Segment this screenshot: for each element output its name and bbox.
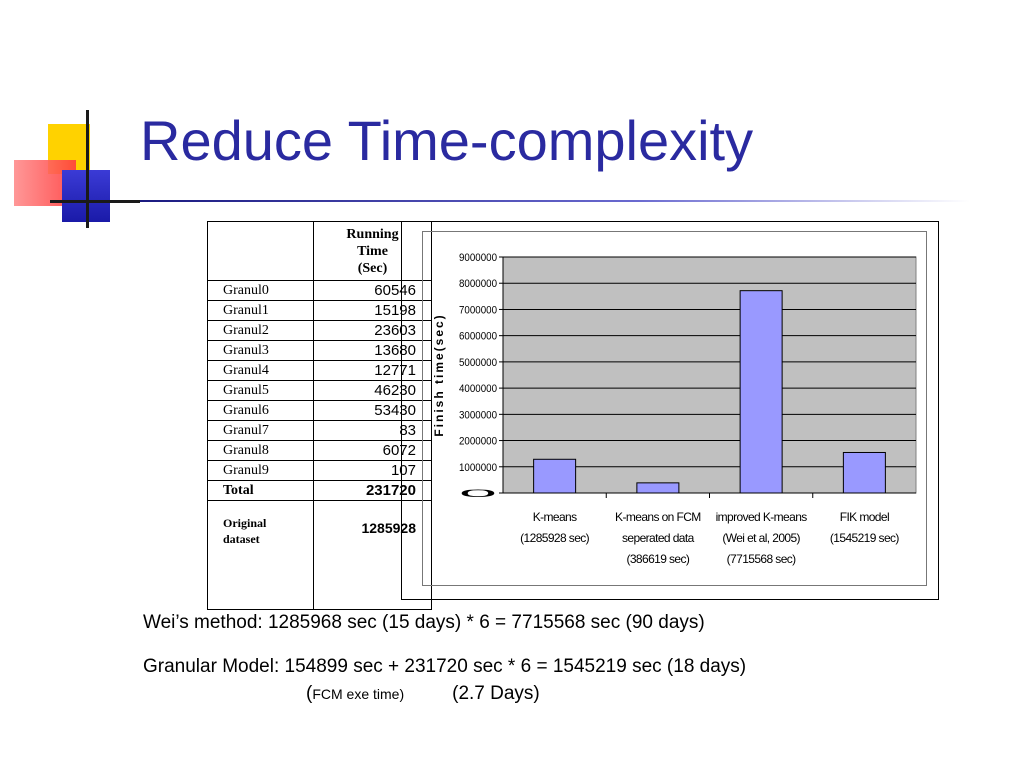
running-time-table: Running Time (Sec) Granul0 60546 Granul1 1… [207, 221, 432, 610]
x-category-label: K-means on FCM [615, 510, 701, 524]
x-category-label: K-means [533, 510, 577, 524]
table-row: Granul2 23603 [207, 320, 432, 341]
original-dataset-label: Original dataset [207, 500, 314, 610]
granule-name: Granul0 [207, 280, 314, 301]
x-category-label: (Wei et al, 2005) [722, 531, 800, 545]
fcm-exe-time-text: (FCM exe time) (2.7 Days) [306, 683, 540, 705]
title-underline [140, 200, 970, 202]
x-category-label: (1285928 sec) [520, 531, 590, 545]
granule-name: Granul3 [207, 340, 314, 361]
table-row: Granul8 6072 [207, 440, 432, 461]
y-tick-label: 9000000 [459, 252, 497, 264]
table-row: Granul4 12771 [207, 360, 432, 381]
table-row: Granul7 83 [207, 420, 432, 441]
granule-name: Granul2 [207, 320, 314, 341]
y-tick-label: 7000000 [459, 304, 497, 316]
x-category-label: (7715568 sec) [727, 552, 797, 566]
fcm-exe-time-label: FCM exe time) [312, 686, 405, 702]
granule-name: Granul9 [207, 460, 314, 481]
bar [739, 290, 783, 494]
granule-time: 53430 [313, 400, 432, 421]
header-line-3: (Sec) [357, 260, 388, 276]
original-label-line-2: dataset [223, 532, 260, 546]
days-text: (2.7 Days) [452, 683, 540, 704]
table-original-row: Original dataset 1285928 [207, 500, 432, 610]
table-row: Granul5 46230 [207, 380, 432, 401]
table-header-running-time: Running Time (Sec) [313, 221, 432, 281]
y-tick-label: 1000000 [459, 462, 497, 474]
finish-time-bar-chart: 0 1000000 2000000 3000000 4000000 5000000 6000… [432, 252, 917, 566]
table-row: Granul6 53430 [207, 400, 432, 421]
logo-vertical-line [86, 110, 89, 228]
slide-logo [0, 0, 140, 240]
granule-name: Granul1 [207, 300, 314, 321]
table-header-empty [207, 221, 314, 281]
x-category-label: (386619 sec) [626, 552, 689, 566]
table-row: Granul9 107 [207, 460, 432, 481]
bar [636, 482, 680, 494]
y-axis-label: Finish time(sec) [432, 313, 446, 436]
original-dataset-value: 1285928 [313, 500, 432, 610]
x-category-label: (1545219 sec) [830, 531, 900, 545]
x-category-label: seperated data [622, 531, 695, 545]
x-category-label: improved K-means [716, 510, 808, 524]
y-tick-label: 5000000 [459, 357, 497, 369]
granule-name: Granul7 [207, 420, 314, 441]
x-category-label: FIK model [840, 510, 889, 524]
granule-name: Granul4 [207, 360, 314, 381]
y-tick-label: 3000000 [459, 409, 497, 421]
total-value: 231720 [313, 480, 432, 501]
wei-method-text: Wei’s method: 1285968 sec (15 days) * 6 … [143, 612, 705, 633]
y-tick-label: 6000000 [459, 331, 497, 343]
logo-horizontal-line [50, 200, 140, 203]
table-total-row: Total 231720 [207, 480, 432, 501]
table-header-row: Running Time (Sec) [207, 221, 432, 281]
header-line-2: Time [357, 243, 388, 259]
granular-model-text: Granular Model: 154899 sec + 231720 sec … [143, 656, 747, 677]
granule-name: Granul8 [207, 440, 314, 461]
original-label-line-1: Original [223, 516, 267, 530]
y-tick-label: 8000000 [459, 278, 497, 290]
table-row: Granul3 13680 [207, 340, 432, 361]
y-tick-label: 2000000 [459, 436, 497, 448]
y-tick-label: 0 [459, 488, 497, 500]
bar [533, 458, 577, 494]
y-tick-label: 4000000 [459, 383, 497, 395]
table-row: Granul0 60546 [207, 280, 432, 301]
granule-time: 46230 [313, 380, 432, 401]
granule-time: 15198 [313, 300, 432, 321]
granule-name: Granul6 [207, 400, 314, 421]
header-line-1: Running [346, 226, 399, 242]
granule-time: 60546 [313, 280, 432, 301]
chart-inner-frame [422, 231, 927, 586]
fcm-open-paren: ( [306, 683, 313, 704]
granule-name: Granul5 [207, 380, 314, 401]
slide-title: Reduce Time-complexity [140, 109, 754, 172]
chart-frame [401, 221, 939, 600]
bar [842, 451, 886, 494]
total-label: Total [207, 480, 314, 501]
table-row: Granul1 15198 [207, 300, 432, 321]
